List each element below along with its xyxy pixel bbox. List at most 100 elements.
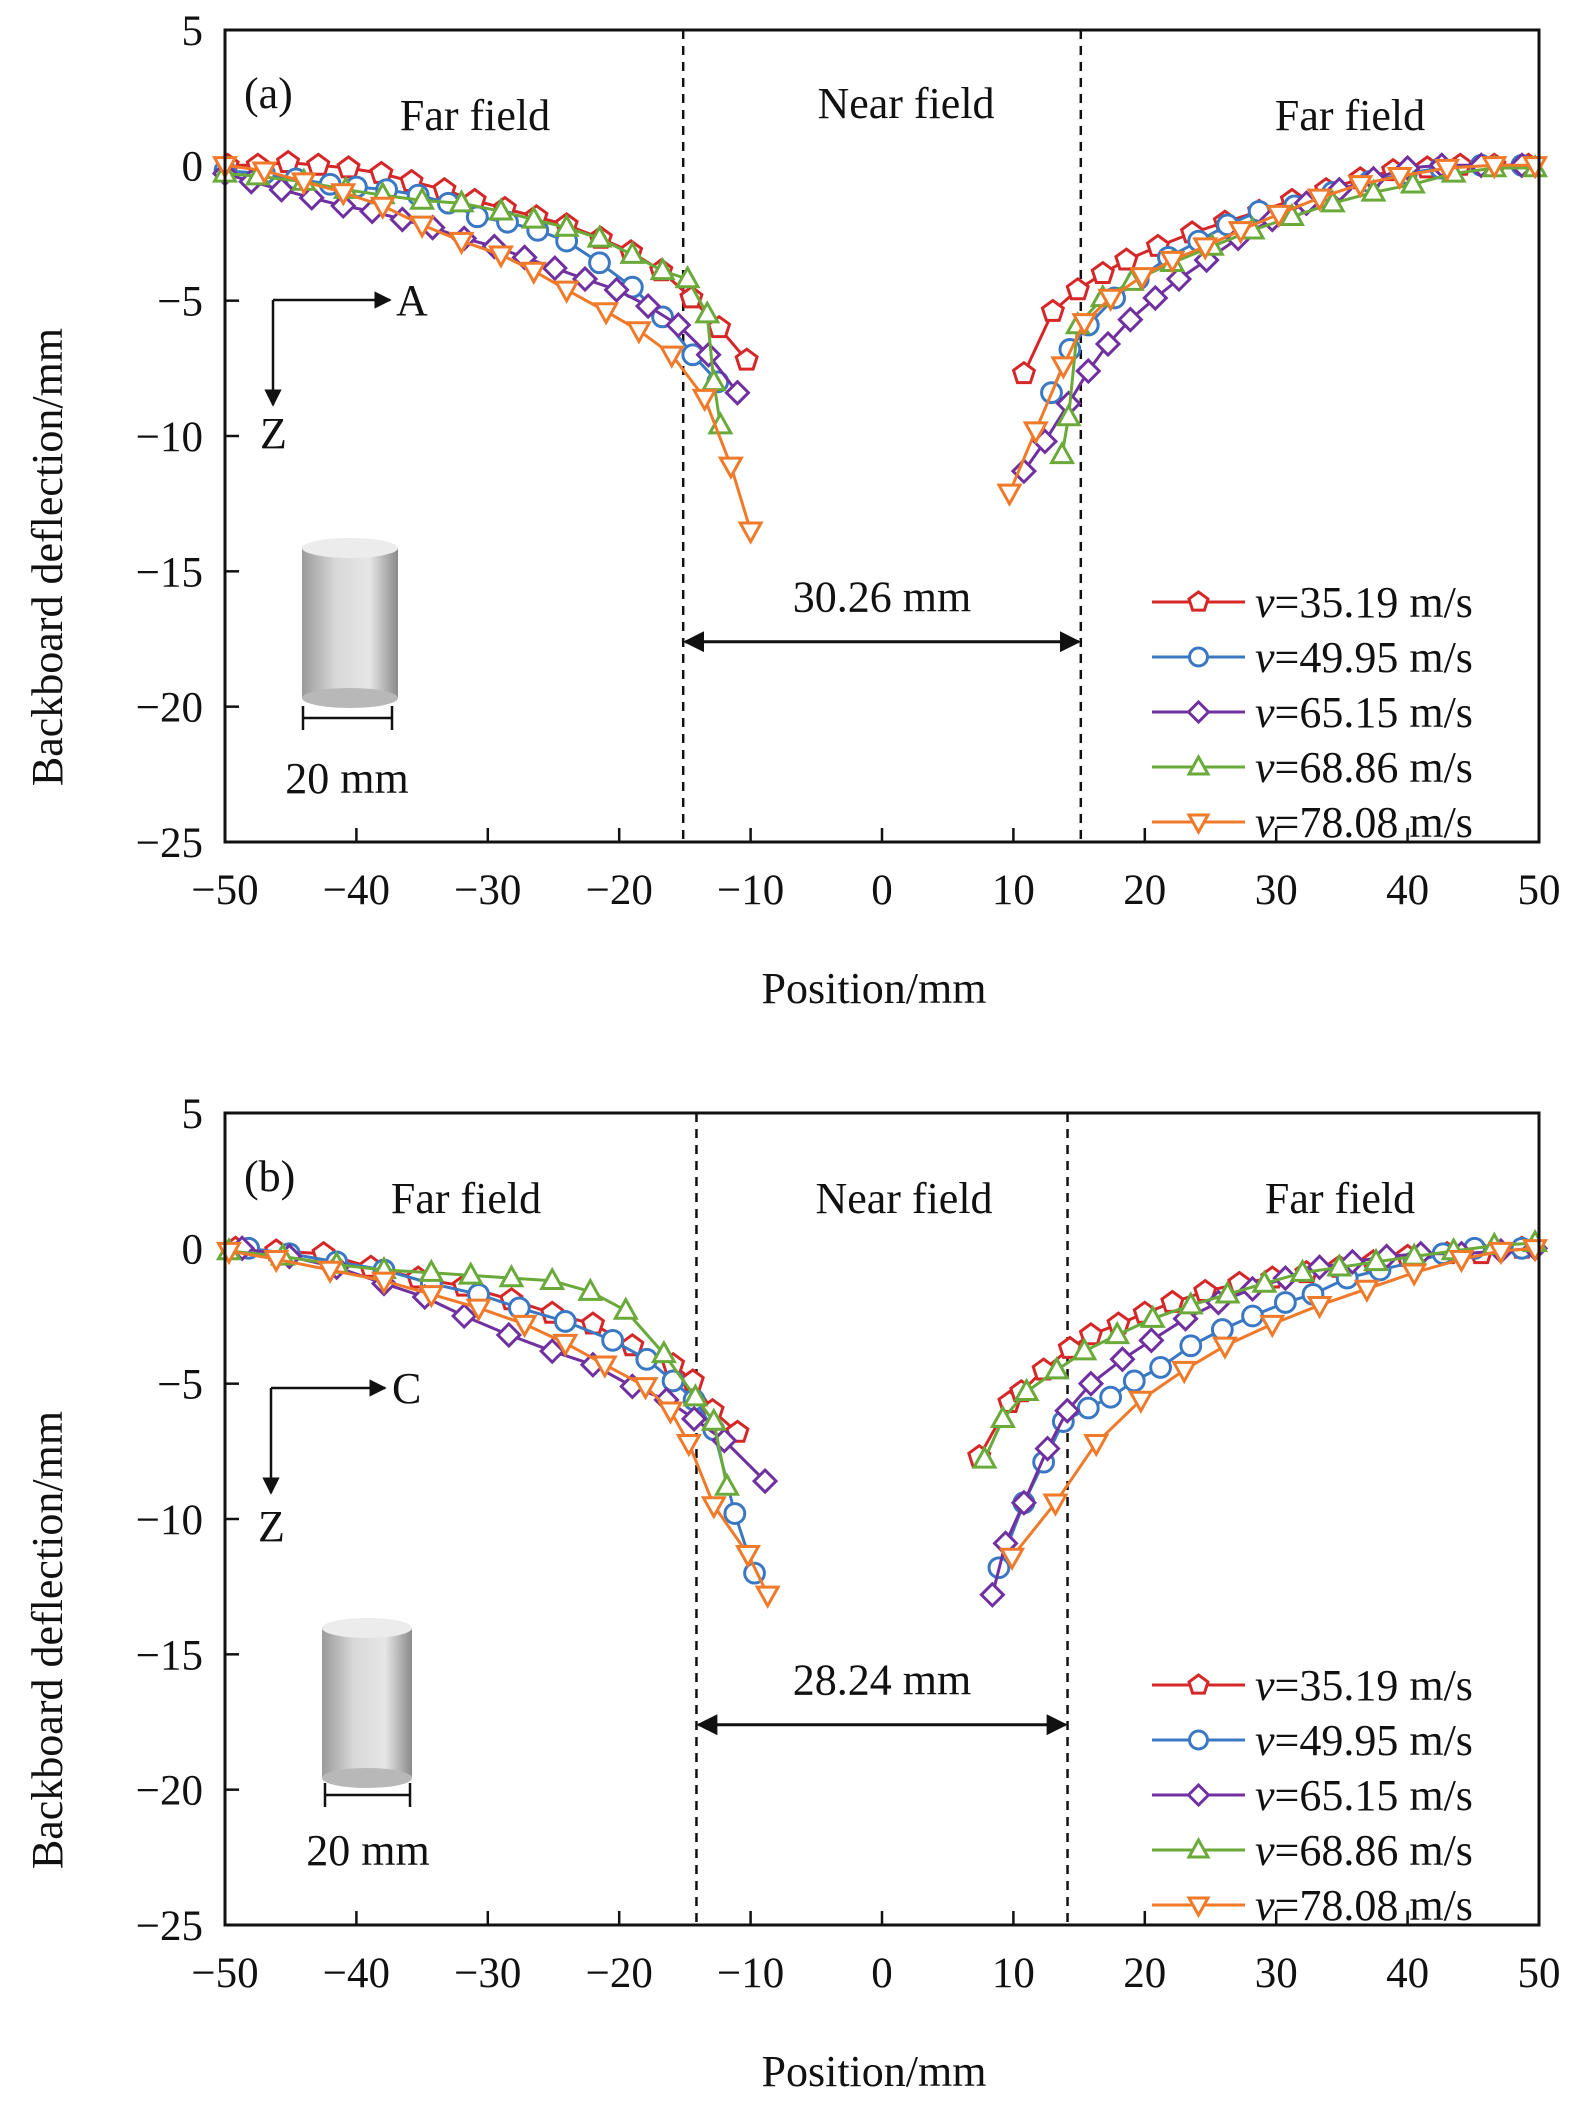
data-point [1227, 221, 1254, 245]
x-axis-title: Position/mm [762, 964, 987, 1013]
panel-a: Backboard deflection/mm Position/mm (a) … [23, 8, 1561, 1013]
data-point [713, 1472, 740, 1496]
data-point [675, 1434, 702, 1458]
data-point [625, 321, 652, 345]
panel-label: (b) [244, 1152, 295, 1201]
data-point [539, 1266, 566, 1291]
legend-marker [1188, 1729, 1209, 1751]
data-point [520, 261, 547, 285]
data-point [507, 1296, 531, 1320]
data-point [1050, 356, 1077, 380]
data-point [1010, 458, 1038, 485]
data-point [1022, 421, 1049, 445]
data-point [1326, 1253, 1353, 1277]
data-point [370, 1271, 398, 1295]
series-line-left [224, 163, 753, 532]
data-point [1360, 178, 1387, 202]
data-point [1289, 1258, 1316, 1282]
data-point [1127, 1390, 1154, 1414]
x-tick-label: 10 [992, 1950, 1035, 1997]
y-tick-label: −15 [136, 1632, 203, 1679]
legend-item: v=78.08 m/s [1152, 798, 1473, 847]
y-tick-label: −5 [157, 279, 203, 326]
data-point [1142, 284, 1169, 312]
y-tick-label: −20 [136, 1768, 203, 1815]
data-point [290, 172, 317, 196]
data-point [495, 1321, 522, 1349]
data-point [1138, 1327, 1165, 1354]
x-tick-label: 30 [1255, 867, 1298, 914]
data-point [612, 1296, 639, 1320]
y-axis-title: Backboard deflection/mm [23, 328, 72, 786]
legend-label: v=49.95 m/s [1255, 633, 1473, 682]
data-point [498, 1264, 525, 1288]
data-point [1057, 1335, 1083, 1359]
data-point [649, 256, 676, 281]
legend-label: v=78.08 m/s [1255, 798, 1473, 847]
data-point [1097, 288, 1124, 313]
data-point [487, 245, 514, 269]
y-tick-label: −5 [157, 1362, 203, 1409]
legend-label: v=78.08 m/s [1255, 1881, 1473, 1930]
scale-bar: 20 mm [285, 706, 409, 803]
data-point [1071, 1337, 1098, 1361]
data-point [650, 1339, 677, 1364]
data-point [330, 183, 357, 207]
data-point [553, 280, 580, 304]
data-point [448, 189, 475, 213]
near-field-width-label: 28.24 mm [793, 1656, 971, 1705]
legend-marker [1188, 646, 1209, 668]
data-point [658, 345, 685, 369]
x-tick-label: −10 [717, 1950, 784, 1997]
data-point [448, 231, 475, 256]
vertical-direction-label: Z [260, 409, 287, 458]
y-tick-label: −20 [136, 685, 203, 732]
legend-marker [1186, 1836, 1211, 1859]
data-point [1278, 202, 1305, 226]
scale-bar-label: 20 mm [285, 754, 408, 803]
legend-marker [1187, 1673, 1210, 1695]
data-point [306, 152, 331, 176]
data-point [593, 302, 620, 326]
x-tick-label: −20 [586, 1950, 653, 1997]
legend-item: v=65.15 m/s [1152, 688, 1473, 737]
data-point [989, 1404, 1016, 1429]
data-point [1055, 402, 1082, 427]
data-point [1306, 1295, 1333, 1320]
legend: v=35.19 m/s v=49.95 m/s v=65.15 m/s v=68.86… [1152, 1661, 1473, 1930]
data-point [619, 240, 646, 264]
data-point [1399, 170, 1426, 194]
scale-bar-label: 20 mm [306, 1826, 429, 1875]
data-point [700, 1407, 727, 1431]
plot-frame [223, 1111, 1541, 1927]
data-point [1071, 313, 1098, 337]
data-point [1013, 1377, 1040, 1401]
data-point [751, 1467, 779, 1495]
horizontal-direction-label: C [392, 1364, 421, 1413]
data-point [680, 1405, 708, 1432]
data-point [1347, 175, 1374, 199]
legend-item: v=49.95 m/s [1152, 1716, 1473, 1765]
y-tick-label: −25 [136, 820, 203, 867]
data-point [723, 1502, 747, 1525]
x-tick-label: 50 [1518, 1950, 1561, 1997]
series-line-right [1008, 163, 1536, 494]
data-point [1077, 1370, 1105, 1397]
region-label-center: Near field [817, 79, 994, 128]
data-point [1177, 1291, 1204, 1315]
data-point [1241, 1304, 1264, 1328]
legend: v=35.19 m/s v=49.95 m/s v=65.15 m/s v=68.86… [1152, 578, 1473, 847]
legend-marker [1186, 753, 1211, 776]
legend-item: v=35.19 m/s [1152, 1661, 1473, 1710]
data-point [1386, 166, 1413, 191]
x-tick-label: −40 [323, 867, 390, 914]
projectile-cylinder-icon [322, 1618, 412, 1788]
x-tick-label: 0 [871, 867, 893, 914]
data-point [553, 213, 580, 237]
data-point [1083, 1434, 1110, 1458]
data-point [1210, 1318, 1234, 1341]
data-point [1099, 1385, 1123, 1409]
data-point [679, 285, 704, 309]
data-point [553, 1310, 577, 1333]
data-point [603, 276, 630, 303]
